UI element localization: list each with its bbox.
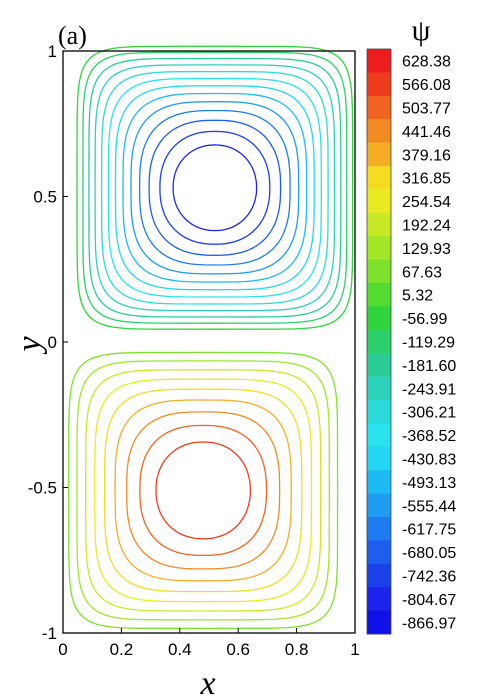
x-tick-label: 1: [350, 640, 359, 659]
x-tick-label: 0.8: [285, 640, 309, 659]
contour-line-lower-4: [103, 388, 303, 593]
colorbar-level-label: 5.32: [402, 288, 433, 305]
y-tick-label: 0.5: [33, 188, 57, 207]
contour-line-lower-5: [94, 378, 313, 603]
y-tick-label: 1: [48, 42, 57, 61]
contour-line-upper-10: [148, 119, 282, 256]
colorbar-level-label: 441.46: [402, 124, 451, 141]
contour-line-upper-9: [138, 109, 291, 266]
x-tick-label: 0: [58, 640, 67, 659]
colorbar-swatch: [367, 423, 391, 448]
colorbar-level-label: -866.97: [402, 615, 456, 632]
colorbar-swatch: [367, 72, 391, 97]
colorbar-level-label: 503.77: [402, 101, 451, 118]
colorbar-level-label: 379.16: [402, 147, 451, 164]
colorbar-swatch: [367, 259, 391, 284]
colorbar-swatch: [367, 353, 391, 377]
contour-line-lower-7: [76, 360, 330, 621]
colorbar-swatch: [367, 329, 391, 354]
colorbar: 628.38 566.08 503.77 441.46 379.16 316.85 254.…: [366, 48, 456, 635]
contour-line-upper-11: [159, 130, 271, 245]
x-tick-label: 0.6: [226, 640, 250, 659]
colorbar-level-label: 254.54: [402, 194, 451, 211]
contour-line-upper-6: [114, 85, 315, 291]
colorbar-swatch: [367, 283, 391, 307]
colorbar-swatch: [367, 446, 391, 471]
colorbar-level-label: -493.13: [402, 475, 456, 492]
colorbar-level-label: -804.67: [402, 592, 456, 609]
y-tick-label: -0.5: [28, 479, 57, 498]
colorbar-level-label: 192.24: [402, 218, 451, 235]
contour-line-upper-5: [107, 77, 322, 298]
contour-line-upper-12: [172, 144, 258, 232]
contour-line-lower-1: [139, 424, 268, 557]
contour-line-upper-7: [122, 92, 308, 283]
y-axis: -1 -0.5 0 0.5 1: [28, 42, 68, 643]
colorbar-swatch: [367, 306, 391, 331]
colorbar-swatch: [367, 142, 391, 167]
contour-line-lower-8: [68, 351, 339, 630]
colorbar-level-label: -742.36: [402, 569, 456, 586]
colorbar-level-label: -306.21: [402, 405, 456, 422]
colorbar-swatch: [367, 540, 391, 565]
colorbar-swatch: [367, 493, 391, 518]
contour-line-upper-1: [82, 51, 348, 324]
colorbar-swatch: [367, 563, 391, 588]
colorbar-swatch: [367, 610, 391, 635]
colorbar-level-label: -181.60: [402, 358, 456, 375]
x-tick-label: 0.4: [168, 640, 192, 659]
contour-line-upper-0: [76, 45, 354, 330]
colorbar-title: ψ: [412, 14, 431, 47]
colorbar-level-label: 628.38: [402, 54, 451, 71]
colorbar-level-label: 566.08: [402, 77, 451, 94]
contour-line-upper-8: [130, 101, 300, 275]
colorbar-level-label: -243.91: [402, 381, 456, 398]
contour-lines: [68, 45, 354, 630]
colorbar-level-label: 316.85: [402, 171, 451, 188]
x-axis: 0 0.2 0.4 0.6 0.8 1: [58, 628, 360, 659]
colorbar-swatch: [367, 95, 391, 120]
colorbar-level-label: 129.93: [402, 241, 451, 258]
contour-line-lower-6: [85, 369, 322, 612]
colorbar-swatch: [367, 236, 391, 260]
contour-line-lower-3: [114, 399, 292, 582]
x-axis-label: x: [199, 665, 215, 698]
colorbar-swatch: [367, 189, 391, 214]
colorbar-swatch: [367, 119, 391, 143]
colorbar-level-label: -368.52: [402, 428, 456, 445]
colorbar-swatch: [367, 400, 391, 424]
x-tick-label: 0.2: [110, 640, 134, 659]
colorbar-swatch: [367, 376, 391, 401]
colorbar-level-label: -430.83: [402, 452, 456, 469]
y-tick-label: -1: [42, 624, 57, 643]
y-axis-label: y: [11, 336, 48, 355]
colorbar-swatch: [367, 166, 391, 190]
colorbar-level-label: -680.05: [402, 545, 456, 562]
contour-line-lower-2: [126, 411, 281, 570]
contour-line-lower-0: [155, 441, 251, 540]
contour-line-upper-2: [88, 57, 342, 318]
contour-line-upper-4: [100, 70, 329, 305]
colorbar-swatch: [367, 49, 391, 73]
colorbar-swatch: [367, 470, 391, 494]
colorbar-level-label: 67.63: [402, 264, 442, 281]
colorbar-swatch: [367, 212, 391, 237]
colorbar-level-label: -119.29: [402, 335, 455, 352]
panel-label: (a): [58, 21, 87, 50]
contour-line-upper-3: [94, 64, 336, 312]
y-tick-label: 0: [48, 333, 57, 352]
colorbar-swatch: [367, 517, 391, 541]
colorbar-level-label: -617.75: [402, 522, 456, 539]
colorbar-swatch: [367, 587, 391, 611]
colorbar-frame: [366, 48, 392, 635]
colorbar-level-label: -555.44: [402, 498, 456, 515]
colorbar-level-label: -56.99: [402, 311, 447, 328]
